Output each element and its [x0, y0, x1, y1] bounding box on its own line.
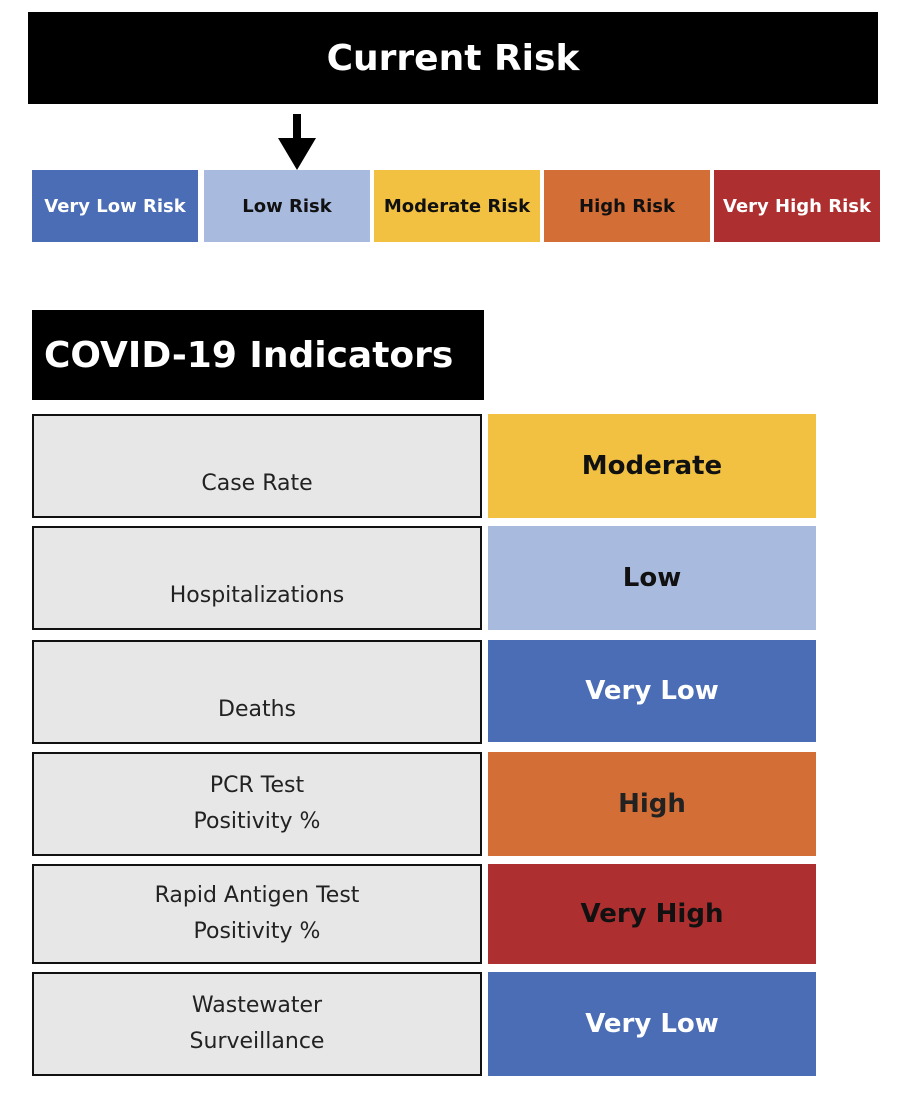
indicator-value-hospitalizations: Low [488, 526, 816, 630]
indicator-label-line: Rapid Antigen Test [154, 883, 360, 908]
risk-scale-label: Very Low Risk [44, 195, 186, 217]
risk-scale-low: Low Risk [204, 170, 370, 242]
indicator-label-line: Positivity % [193, 919, 321, 944]
indicator-value-pcr-test: High [488, 752, 816, 856]
risk-scale-very-low: Very Low Risk [32, 170, 198, 242]
risk-scale-very-high: Very High Risk [714, 170, 880, 242]
indicator-value-wastewater: Very Low [488, 972, 816, 1076]
indicator-value-text: Low [622, 563, 682, 593]
indicator-value-deaths: Very Low [488, 640, 816, 742]
risk-scale-moderate: Moderate Risk [374, 170, 540, 242]
risk-scale-high: High Risk [544, 170, 710, 242]
indicator-value-text: Very High [580, 899, 724, 929]
indicator-label-deaths: Deaths [32, 640, 482, 744]
indicator-label-pcr-test: PCR Test Positivity % [32, 752, 482, 856]
risk-scale-label: Low Risk [242, 195, 332, 217]
indicator-label-wastewater: Wastewater Surveillance [32, 972, 482, 1076]
indicator-label-line: Surveillance [189, 1029, 325, 1054]
indicators-title-text: COVID-19 Indicators [44, 334, 454, 376]
risk-scale-label: Very High Risk [723, 195, 871, 217]
current-risk-header: Current Risk [28, 12, 878, 104]
risk-scale-label: Moderate Risk [383, 195, 531, 217]
indicator-label-line: Hospitalizations [169, 583, 345, 608]
indicator-label-line: Positivity % [193, 809, 321, 834]
indicator-value-text: Very Low [585, 676, 719, 706]
indicator-value-rapid-antigen: Very High [488, 864, 816, 964]
indicator-label-line: Deaths [218, 697, 296, 722]
indicator-label-line: Wastewater [191, 993, 323, 1018]
indicator-value-case-rate: Moderate [488, 414, 816, 518]
indicator-value-text: Very Low [585, 1009, 719, 1039]
arrow-down-icon [278, 114, 316, 170]
indicator-value-text: High [618, 789, 686, 819]
indicator-label-case-rate: Case Rate [32, 414, 482, 518]
indicator-label-line: PCR Test [209, 773, 305, 798]
indicator-value-text: Moderate [581, 451, 723, 481]
risk-scale-label: High Risk [579, 195, 675, 217]
indicator-label-line: Case Rate [201, 471, 313, 496]
indicator-label-rapid-antigen: Rapid Antigen Test Positivity % [32, 864, 482, 964]
current-risk-title: Current Risk [326, 37, 580, 79]
indicator-label-hospitalizations: Hospitalizations [32, 526, 482, 630]
indicators-title: COVID-19 Indicators [32, 310, 484, 400]
